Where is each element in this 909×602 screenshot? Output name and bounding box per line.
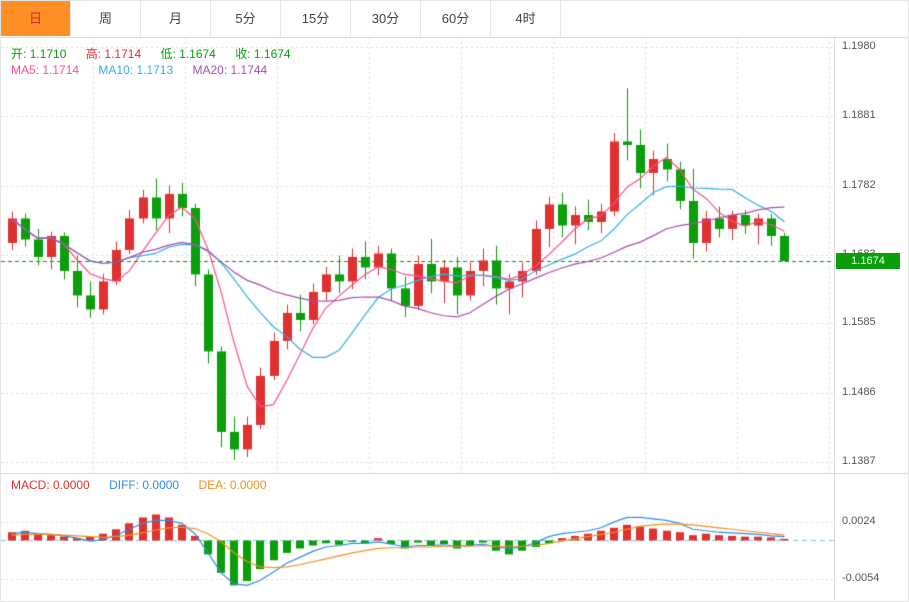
ma10-value: MA10: 1.1713 [98, 63, 174, 77]
ma-info: MA5: 1.1714 MA10: 1.1713 MA20: 1.1744 [11, 63, 283, 77]
tab-15min[interactable]: 15分 [281, 1, 351, 36]
tab-month[interactable]: 月 [141, 1, 211, 36]
axis-separator [834, 37, 835, 601]
period-tabbar: 日 周 月 5分 15分 30分 60分 4时 [1, 1, 908, 38]
ohlc-info: 开: 1.1710 高: 1.1714 低: 1.1674 收: 1.1674 [11, 45, 307, 62]
macd-axis-label: -0.0054 [842, 572, 880, 585]
diff-value: DIFF: 0.0000 [109, 478, 180, 492]
panel-divider [1, 473, 908, 474]
tab-60min[interactable]: 60分 [421, 1, 491, 36]
macd-value: MACD: 0.0000 [11, 478, 90, 492]
tab-5min[interactable]: 5分 [211, 1, 281, 36]
current-price-badge: 1.1674 [836, 253, 900, 270]
tab-30min[interactable]: 30分 [351, 1, 421, 36]
price-axis-label: 1.1782 [842, 178, 876, 191]
dea-value: DEA: 0.0000 [198, 478, 267, 492]
candlestick-chart[interactable] [1, 37, 834, 473]
tab-week[interactable]: 周 [71, 1, 141, 36]
ma5-value: MA5: 1.1714 [11, 63, 80, 77]
macd-axis-label: 0.0024 [842, 514, 876, 527]
price-axis-label: 1.1585 [842, 316, 876, 329]
price-axis-label: 1.1387 [842, 455, 876, 467]
price-axis-label: 1.1881 [842, 109, 876, 122]
macd-chart[interactable] [1, 474, 834, 601]
ma20-value: MA20: 1.1744 [192, 63, 268, 77]
tab-4hour[interactable]: 4时 [491, 1, 561, 36]
tab-day[interactable]: 日 [1, 1, 71, 36]
price-axis-label: 1.1486 [842, 385, 876, 398]
open-value: 开: 1.1710 [11, 47, 67, 61]
high-value: 高: 1.1714 [85, 47, 142, 61]
close-value: 收: 1.1674 [235, 47, 291, 61]
price-axis-label: 1.1980 [842, 40, 876, 52]
low-value: 低: 1.1674 [160, 47, 216, 61]
macd-info: MACD: 0.0000 DIFF: 0.0000 DEA: 0.0000 [11, 478, 283, 492]
